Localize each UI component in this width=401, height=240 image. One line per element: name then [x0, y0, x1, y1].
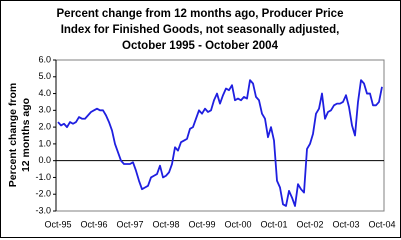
x-tick-label: Oct-95	[44, 219, 71, 229]
y-tick-label: 1.0	[38, 138, 51, 148]
y-tick-label: -1.0	[35, 172, 51, 182]
chart-title: Index for Finished Goods, not seasonally…	[61, 24, 340, 36]
y-tick-label: -2.0	[35, 189, 51, 199]
x-tick-label: Oct-99	[188, 219, 215, 229]
y-tick-label: 2.0	[38, 121, 51, 131]
x-tick-label: Oct-00	[224, 219, 251, 229]
x-tick-label: Oct-04	[368, 219, 395, 229]
y-tick-label: 4.0	[38, 88, 51, 98]
y-tick-label: 3.0	[38, 105, 51, 115]
y-tick-label: 6.0	[38, 54, 51, 64]
x-tick-label: Oct-02	[296, 219, 323, 229]
x-tick-label: Oct-97	[116, 219, 143, 229]
y-tick-label: -3.0	[35, 205, 51, 215]
line	[57, 79, 383, 207]
y-tick-label: 5.0	[38, 71, 51, 81]
chart-title: Percent change from 12 months ago, Produ…	[57, 8, 344, 20]
y-axis-label: Percent change from	[7, 83, 19, 187]
x-tick-label: Oct-01	[260, 219, 287, 229]
x-tick-label: Oct-03	[332, 219, 359, 229]
x-tick-label: Oct-96	[80, 219, 107, 229]
chart-title: October 1995 - October 2004	[122, 40, 279, 52]
y-tick-label: 0.0	[38, 155, 51, 165]
x-tick-label: Oct-98	[152, 219, 179, 229]
y-axis-label: 12 months ago	[20, 98, 32, 172]
